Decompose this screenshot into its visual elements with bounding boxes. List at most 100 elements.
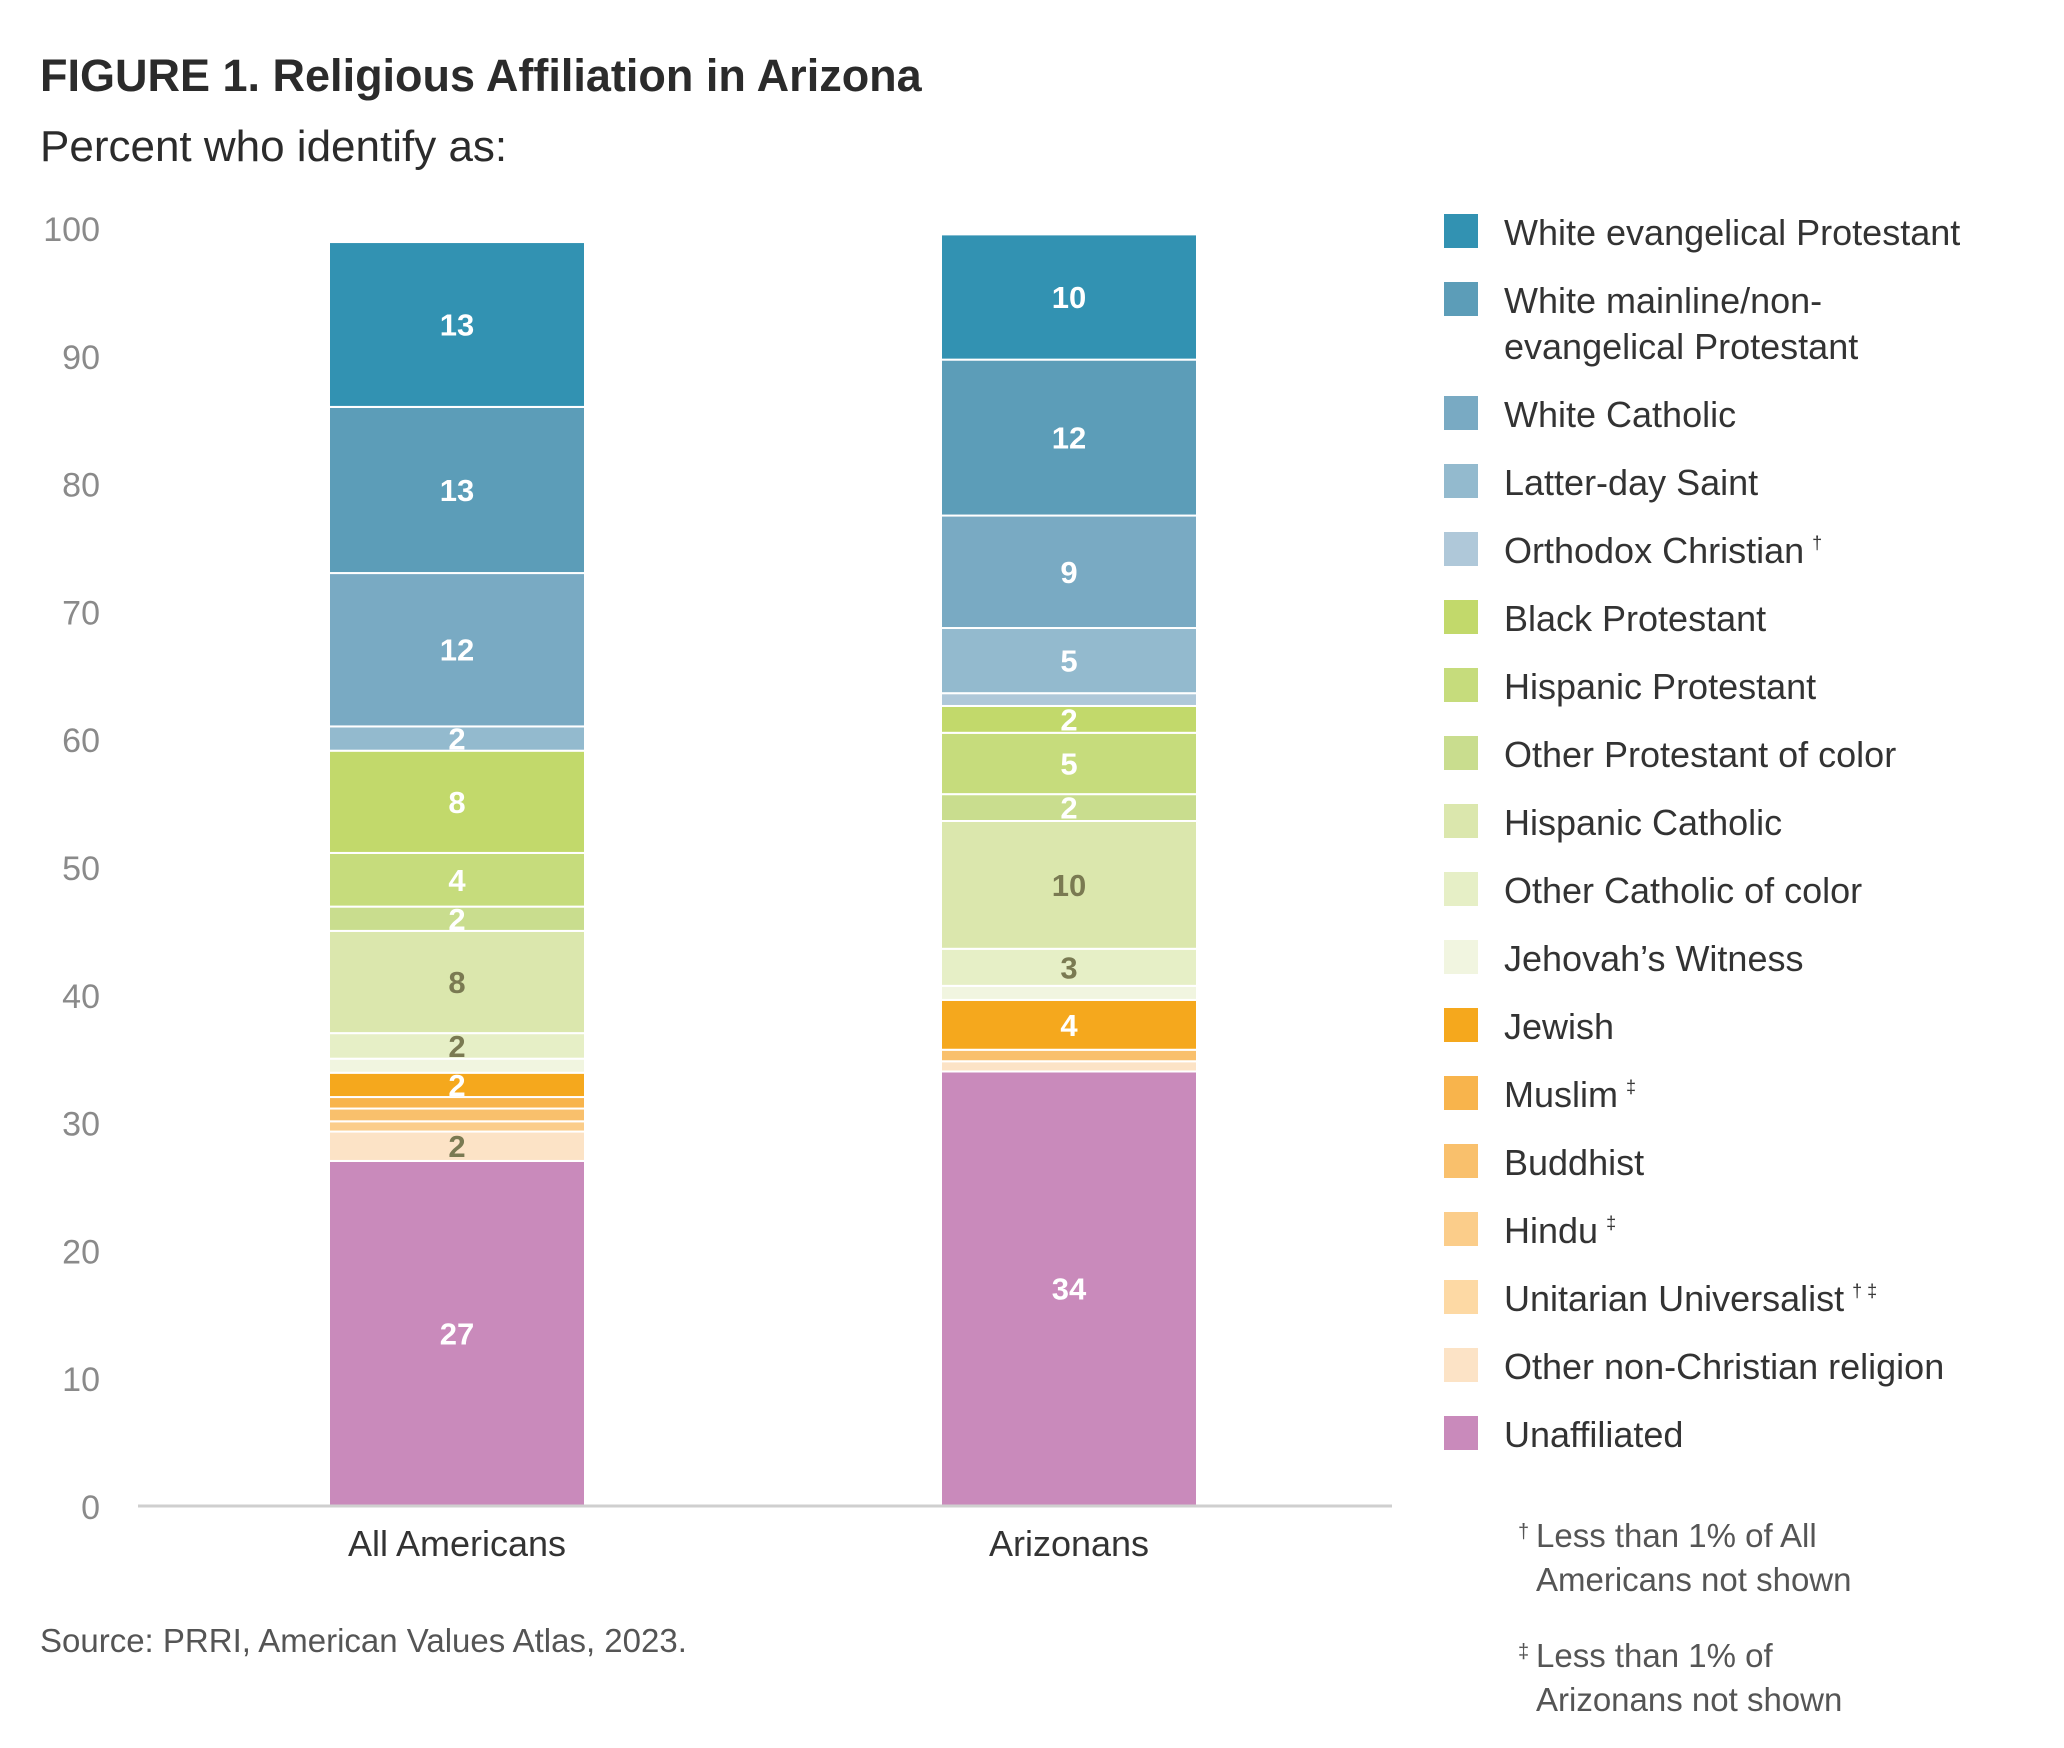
bar-value-label: 8 <box>448 785 465 820</box>
bar-value-label: 2 <box>1060 702 1077 737</box>
bar-segment <box>328 1032 586 1060</box>
bar-value-label: 4 <box>1060 1008 1078 1043</box>
legend-label: Other Protestant of color <box>1504 734 1897 775</box>
bar-segment <box>940 514 1198 630</box>
footnote-double-dagger: ‡ Less than 1% of Arizonans not shown <box>1518 1634 1843 1722</box>
bar-segment <box>940 704 1198 734</box>
bar-value-label: 10 <box>1052 280 1086 315</box>
legend-label: Unitarian Universalist † ‡ <box>1504 1278 1878 1319</box>
bar-segment <box>940 819 1198 950</box>
y-tick-label: 20 <box>62 1233 100 1271</box>
bar-segment <box>328 749 586 854</box>
bar-segment <box>328 405 586 575</box>
chart-subtitle: Percent who identify as: <box>40 122 508 171</box>
chart-title: FIGURE 1. Religious Affiliation in Arizo… <box>40 50 922 101</box>
legend-label: Hispanic Protestant <box>1504 666 1817 707</box>
y-tick-label: 80 <box>62 467 100 505</box>
bar-segment <box>940 731 1198 796</box>
footnote-line: Less than 1% of All <box>1536 1517 1817 1554</box>
bar-segment <box>328 572 586 728</box>
bar-value-label: 3 <box>1060 950 1077 985</box>
legend-swatch <box>1444 804 1478 838</box>
footnote-mark: † ‡ <box>1852 1281 1878 1301</box>
footnote-line: Less than 1% of <box>1536 1637 1773 1674</box>
bar-segment <box>328 725 586 752</box>
bar-value-label: 10 <box>1052 868 1086 903</box>
x-axis-labels: All Americans Arizonans <box>348 1523 1149 1564</box>
y-tick-label: 60 <box>62 722 100 760</box>
legend-label: Jehovah’s Witness <box>1504 938 1804 979</box>
legend-swatch <box>1444 1144 1478 1178</box>
legend-label: Unaffiliated <box>1504 1414 1684 1455</box>
y-tick-label: 90 <box>62 339 100 377</box>
legend-swatch <box>1444 214 1478 248</box>
legend-label: White evangelical Protestant <box>1504 212 1961 253</box>
legend-swatch <box>1444 1348 1478 1382</box>
y-tick-label: 100 <box>43 211 100 249</box>
legend-swatch <box>1444 940 1478 974</box>
bar-value-label: 34 <box>1052 1272 1087 1307</box>
y-tick-label: 40 <box>62 978 100 1016</box>
bar-value-label: 5 <box>1060 746 1077 781</box>
bar-value-label: 13 <box>440 307 474 342</box>
y-tick-label: 50 <box>62 850 100 888</box>
legend-swatch <box>1444 600 1478 634</box>
bar-segment <box>940 1060 1198 1073</box>
footnote-mark: ‡ <box>1606 1213 1617 1233</box>
y-tick-label: 0 <box>81 1489 100 1527</box>
legend-label: Hindu ‡ <box>1504 1210 1617 1251</box>
footnote-mark: † <box>1812 533 1823 553</box>
bar-value-label: 2 <box>448 1029 465 1064</box>
legend-swatch <box>1444 396 1478 430</box>
legend-swatch <box>1444 668 1478 702</box>
footnote-mark: ‡ <box>1626 1077 1637 1097</box>
source-note: Source: PRRI, American Values Atlas, 202… <box>40 1622 687 1659</box>
legend-label: Black Protestant <box>1504 598 1767 639</box>
bar-value-label: 12 <box>440 633 474 668</box>
dagger-mark: † <box>1518 1521 1530 1543</box>
y-tick-label: 30 <box>62 1106 100 1144</box>
bar-value-label: 2 <box>448 1068 465 1103</box>
footnote-dagger: † Less than 1% of All Americans not show… <box>1518 1514 1852 1602</box>
legend-label: White mainline/non-evangelical Protestan… <box>1504 280 1859 367</box>
stacked-bar-chart: 0 10 20 30 40 50 60 70 80 90 100 27 2 2 2 8 2 4 8 2 12 13 13 3… <box>43 211 1392 1564</box>
legend-label: Buddhist <box>1504 1142 1645 1183</box>
bar-value-label: 2 <box>1060 791 1077 826</box>
bar-segment <box>328 241 586 408</box>
legend-swatch <box>1444 464 1478 498</box>
double-dagger-mark: ‡ <box>1518 1641 1530 1663</box>
bar-segment <box>328 1107 586 1123</box>
bar-value-label: 5 <box>1060 644 1077 679</box>
legend-swatch <box>1444 1416 1478 1450</box>
legend-label: White Catholic <box>1504 394 1737 435</box>
legend-label: Other non-Christian religion <box>1504 1346 1945 1387</box>
x-tick-label: Arizonans <box>989 1523 1149 1564</box>
legend-swatch <box>1444 872 1478 906</box>
legend-swatch <box>1444 282 1478 316</box>
legend-label: Latter-day Saint <box>1504 462 1759 503</box>
bar-segment <box>940 947 1198 987</box>
legend-label: Jewish <box>1504 1006 1615 1047</box>
x-tick-label: All Americans <box>348 1523 566 1564</box>
legend-label: Orthodox Christian † <box>1504 530 1823 571</box>
bar-segment <box>940 1070 1198 1507</box>
legend-swatch <box>1444 736 1478 770</box>
y-tick-label: 10 <box>62 1361 100 1399</box>
legend-swatch <box>1444 1008 1478 1042</box>
footnote-line: Americans not shown <box>1536 1561 1852 1598</box>
bar-value-label: 9 <box>1060 555 1077 590</box>
bar-segment <box>940 998 1198 1051</box>
legend-swatch <box>1444 1212 1478 1246</box>
legend-label: Muslim ‡ <box>1504 1074 1637 1115</box>
legend-swatch <box>1444 1280 1478 1314</box>
bar-value-label: 4 <box>448 863 466 898</box>
legend-swatch <box>1444 1076 1478 1110</box>
bar-segment <box>328 1130 586 1162</box>
footnote-line: Arizonans not shown <box>1536 1681 1843 1718</box>
bar-value-label: 2 <box>448 1129 465 1164</box>
legend-swatch <box>1444 532 1478 566</box>
bar-value-label: 8 <box>448 965 465 1000</box>
bar-segment <box>940 1048 1198 1063</box>
y-axis-ticks: 0 10 20 30 40 50 60 70 80 90 100 <box>43 211 100 1527</box>
bar-value-label: 27 <box>440 1316 474 1351</box>
